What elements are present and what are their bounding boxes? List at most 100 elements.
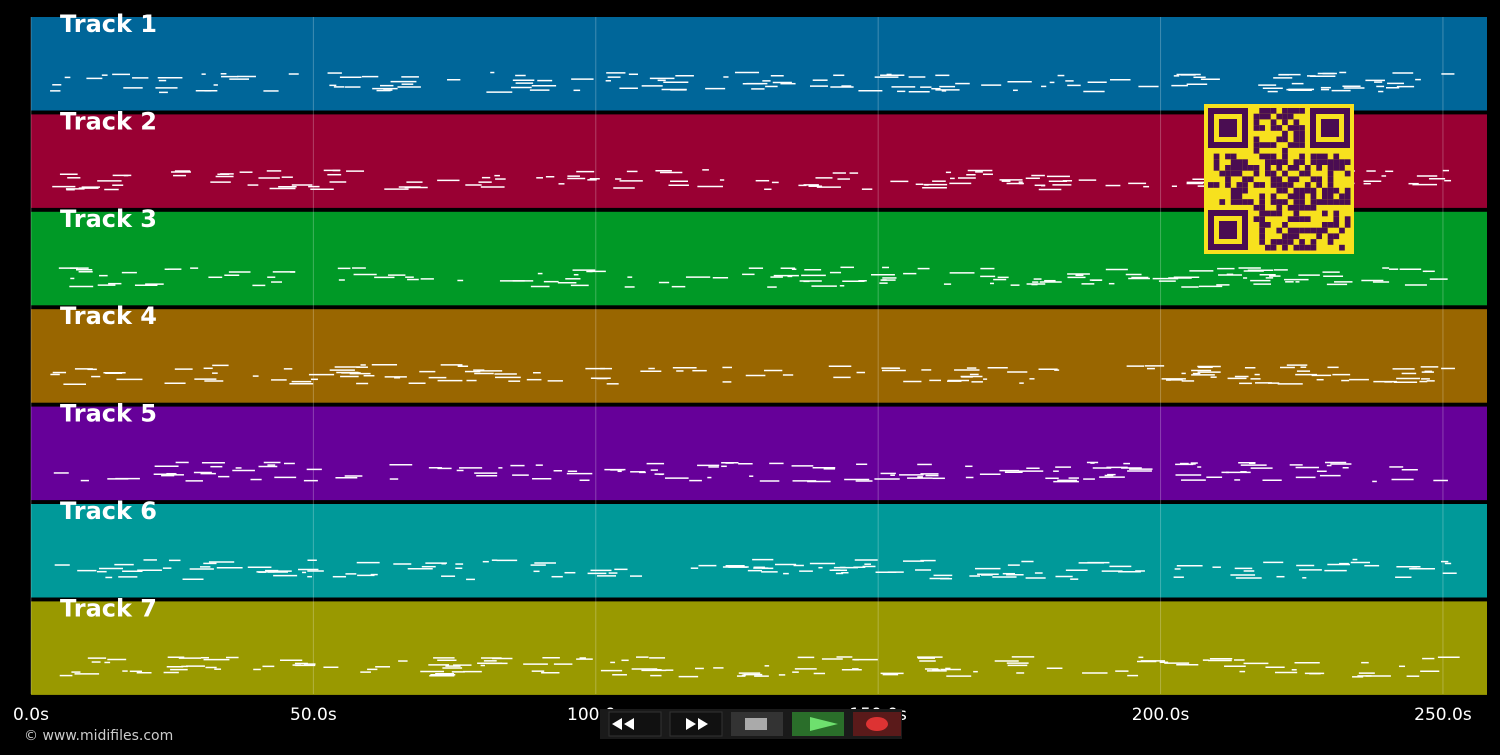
qr-module <box>1265 170 1271 177</box>
qr-module <box>1219 170 1226 177</box>
qr-module <box>1293 204 1300 211</box>
qr-module <box>1299 130 1305 137</box>
qr-module <box>1282 199 1288 205</box>
qr-module <box>1270 193 1277 200</box>
qr-finder <box>1219 221 1237 239</box>
qr-module <box>1265 210 1271 217</box>
qr-module <box>1276 204 1283 211</box>
notes <box>53 461 1448 483</box>
qr-module <box>1259 204 1265 211</box>
qr-module <box>1270 239 1277 245</box>
qr-module <box>1276 165 1283 171</box>
track-label: Track 3 <box>60 205 157 233</box>
qr-module <box>1304 182 1311 188</box>
qr-module <box>1276 176 1283 183</box>
qr-module <box>1236 193 1243 200</box>
rewind-icon <box>612 718 634 730</box>
notes <box>59 656 1460 678</box>
qr-module <box>1304 216 1311 222</box>
qr-module <box>1259 216 1265 222</box>
qr-module <box>1293 227 1300 234</box>
track-label: Track 2 <box>60 107 157 135</box>
qr-module <box>1259 125 1265 131</box>
qr-module <box>1259 222 1265 228</box>
qr-module <box>1327 193 1334 200</box>
qr-module <box>1253 170 1260 177</box>
qr-module <box>1225 170 1231 177</box>
qr-module <box>1282 182 1288 188</box>
qr-module <box>1293 136 1300 143</box>
qr-module <box>1333 165 1340 171</box>
qr-module <box>1282 108 1288 114</box>
stop-icon <box>745 718 767 730</box>
qr-module <box>1253 182 1260 188</box>
qr-module <box>1270 182 1277 188</box>
qr-module <box>1230 199 1237 205</box>
qr-module <box>1327 159 1334 165</box>
qr-module <box>1282 244 1288 251</box>
qr-module <box>1327 170 1334 177</box>
qr-finder <box>1321 119 1339 137</box>
qr-module <box>1344 216 1351 222</box>
qr-module <box>1293 176 1300 183</box>
qr-module <box>1293 165 1300 171</box>
track-label: Track 4 <box>60 302 157 330</box>
qr-module <box>1225 153 1231 160</box>
qr-module <box>1225 165 1231 171</box>
qr-module <box>1259 153 1265 160</box>
qr-module <box>1310 244 1317 251</box>
qr-module <box>1299 170 1305 177</box>
qr-module <box>1225 176 1231 183</box>
qr-module <box>1310 204 1317 211</box>
qr-module <box>1344 193 1351 200</box>
qr-module <box>1259 113 1265 120</box>
qr-module <box>1327 199 1334 205</box>
qr-module <box>1316 199 1322 205</box>
qr-module <box>1282 222 1288 228</box>
qr-module <box>1242 176 1248 183</box>
qr-module <box>1276 227 1283 234</box>
qr-module <box>1242 199 1248 205</box>
qr-module <box>1293 108 1300 114</box>
qr-module <box>1253 125 1260 131</box>
qr-module <box>1310 187 1317 194</box>
qr-module <box>1253 216 1260 222</box>
qr-module <box>1276 113 1283 120</box>
qr-finder <box>1219 119 1237 137</box>
qr-module <box>1293 244 1300 251</box>
qr-module <box>1322 187 1328 194</box>
qr-module <box>1242 187 1248 194</box>
qr-module <box>1316 153 1322 160</box>
qr-module <box>1230 165 1237 171</box>
qr-module <box>1293 210 1300 217</box>
track-lane <box>31 601 1487 695</box>
qr-module <box>1253 147 1260 154</box>
qr-module <box>1293 119 1300 126</box>
qr-module <box>1310 193 1317 200</box>
qr-module <box>1299 159 1305 165</box>
qr-module <box>1333 222 1340 228</box>
qr-module <box>1293 233 1300 240</box>
qr-module <box>1265 153 1271 160</box>
qr-module <box>1304 170 1311 177</box>
qr-module <box>1287 125 1294 131</box>
notes <box>50 364 1455 386</box>
qr-module <box>1333 216 1340 222</box>
qr-module <box>1276 210 1283 217</box>
qr-module <box>1333 159 1340 165</box>
qr-module <box>1276 199 1283 205</box>
qr-module <box>1282 159 1288 165</box>
qr-module <box>1259 108 1265 114</box>
qr-module <box>1282 170 1288 177</box>
qr-module <box>1253 165 1260 171</box>
qr-module <box>1265 222 1271 228</box>
qr-module <box>1299 227 1305 234</box>
qr-module <box>1333 153 1340 160</box>
qr-module <box>1230 187 1237 194</box>
track-lane <box>31 504 1487 598</box>
qr-module <box>1327 182 1334 188</box>
x-tick-label: 250.0s <box>1414 705 1472 725</box>
qr-module <box>1316 227 1322 234</box>
